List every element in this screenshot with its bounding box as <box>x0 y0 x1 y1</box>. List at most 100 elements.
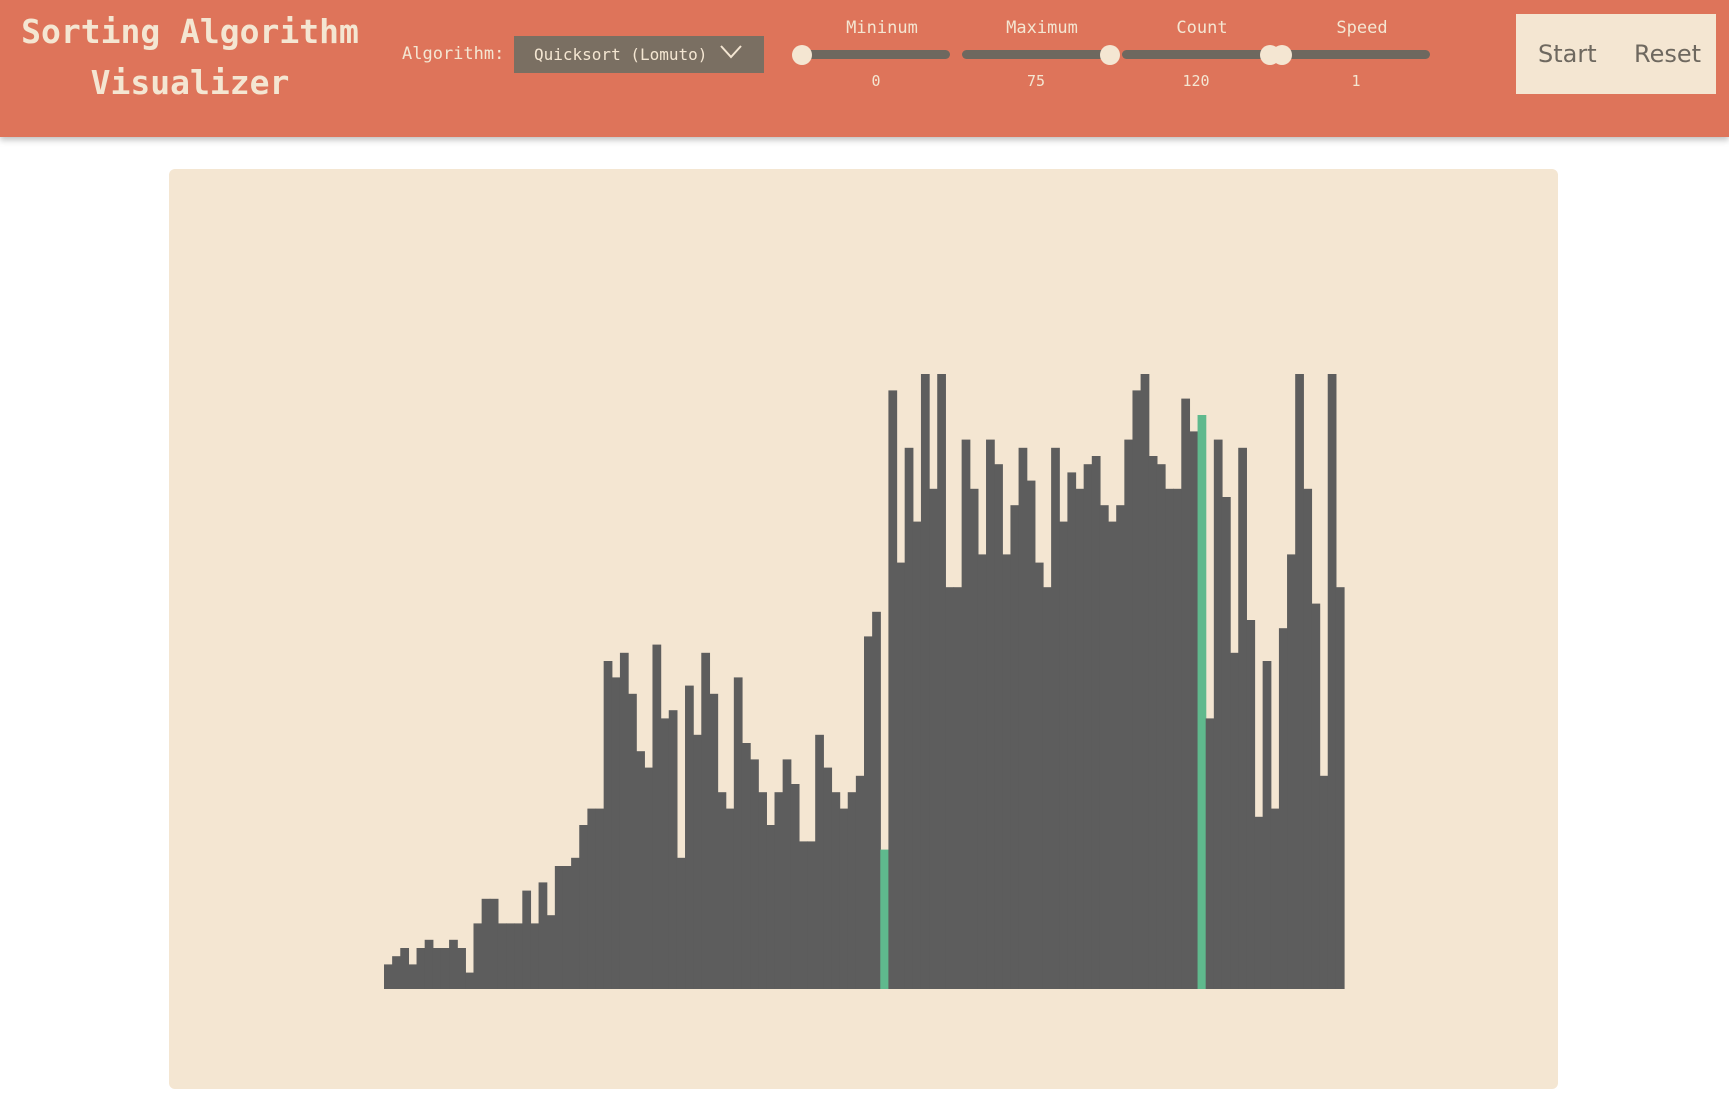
bar <box>1083 464 1093 989</box>
bar <box>400 948 410 989</box>
bar <box>929 488 938 989</box>
bar <box>1262 661 1272 989</box>
bar <box>969 488 979 989</box>
app-title-line1: Sorting Algorithm <box>21 12 359 51</box>
bar <box>1116 505 1125 989</box>
slider-minimum-label: Mininum <box>846 18 918 38</box>
slider-maximum-track[interactable] <box>962 50 1110 59</box>
bar <box>562 866 572 989</box>
slider-minimum-track[interactable] <box>802 50 950 59</box>
start-button[interactable]: Start <box>1538 14 1597 94</box>
header-bar: Sorting Algorithm Visualizer Algorithm: … <box>0 0 1729 137</box>
bar <box>1099 505 1109 989</box>
bar <box>1295 374 1304 989</box>
bar <box>1148 456 1158 989</box>
bar <box>920 374 930 989</box>
action-buttons: Start Reset <box>1516 14 1716 94</box>
bar <box>514 923 523 989</box>
bar-highlighted <box>1197 415 1207 989</box>
bar <box>571 857 580 989</box>
bar <box>1303 488 1313 989</box>
bar <box>1108 521 1117 989</box>
slider-minimum-value: 0 <box>871 72 881 90</box>
slider-count-track[interactable] <box>1122 50 1270 59</box>
bar <box>1026 480 1036 989</box>
algorithm-select[interactable]: Quicksort (Lomuto) <box>514 36 764 73</box>
bar <box>1319 775 1329 989</box>
app-title: Sorting Algorithm Visualizer <box>16 6 364 108</box>
bar <box>587 808 597 989</box>
slider-maximum-thumb[interactable] <box>1100 45 1120 65</box>
bar <box>408 964 418 989</box>
bar <box>644 767 654 989</box>
bar <box>1124 439 1134 990</box>
bar <box>945 587 955 989</box>
bar <box>1091 456 1101 989</box>
bar <box>424 939 434 989</box>
slider-minimum-thumb[interactable] <box>792 45 812 65</box>
bar <box>855 775 865 989</box>
bar <box>872 611 881 989</box>
bar <box>1230 652 1239 989</box>
bar <box>1270 808 1280 989</box>
algorithm-select-value: Quicksort (Lomuto) <box>534 45 708 64</box>
bar <box>994 464 1003 989</box>
bar <box>1335 587 1345 989</box>
bar <box>546 915 556 989</box>
bar <box>432 948 442 989</box>
bar <box>489 898 499 989</box>
bar <box>1051 447 1060 989</box>
bar <box>416 948 426 989</box>
slider-speed-track[interactable] <box>1282 50 1430 59</box>
bar <box>1327 374 1337 989</box>
bar <box>831 792 841 989</box>
slider-count: Count 120 <box>1122 0 1282 100</box>
bar <box>473 923 483 989</box>
bar <box>937 374 946 989</box>
bar <box>912 521 922 989</box>
bar <box>961 439 971 990</box>
bar <box>676 857 686 989</box>
bar <box>864 636 873 989</box>
bar <box>611 677 621 989</box>
slider-count-value: 120 <box>1182 72 1210 90</box>
bar <box>1165 488 1174 989</box>
bar <box>839 808 849 989</box>
bar <box>1181 398 1191 990</box>
slider-speed-label: Speed <box>1336 18 1388 38</box>
reset-button[interactable]: Reset <box>1634 14 1701 94</box>
bar <box>685 685 694 989</box>
bar <box>790 784 800 989</box>
bar <box>717 792 727 989</box>
bar <box>725 808 735 989</box>
bar <box>603 661 613 989</box>
bar <box>1246 620 1256 989</box>
bar <box>986 439 995 990</box>
slider-speed-value: 1 <box>1351 72 1361 90</box>
bar <box>1140 374 1150 989</box>
slider-speed-thumb[interactable] <box>1272 45 1292 65</box>
bar <box>1254 816 1264 989</box>
bar <box>1042 587 1052 989</box>
slider-maximum-value: 75 <box>1026 72 1046 90</box>
bar <box>1059 521 1068 989</box>
bar <box>1311 603 1321 989</box>
bar <box>953 587 963 989</box>
bar <box>652 644 662 989</box>
bar <box>701 652 711 989</box>
bar <box>823 767 833 989</box>
bar <box>595 808 605 989</box>
slider-speed: Speed 1 <box>1272 0 1442 100</box>
bar <box>1205 718 1215 989</box>
bar <box>1156 464 1166 989</box>
bar <box>774 792 784 989</box>
app-title-line2: Visualizer <box>90 63 290 102</box>
visualization-panel <box>169 169 1558 1089</box>
bar <box>1189 431 1199 989</box>
bar-array <box>384 374 1345 990</box>
chevron-down-icon <box>720 45 742 59</box>
bar <box>628 693 637 989</box>
bar <box>1213 439 1223 990</box>
bar <box>1278 628 1288 989</box>
bar <box>904 447 914 989</box>
